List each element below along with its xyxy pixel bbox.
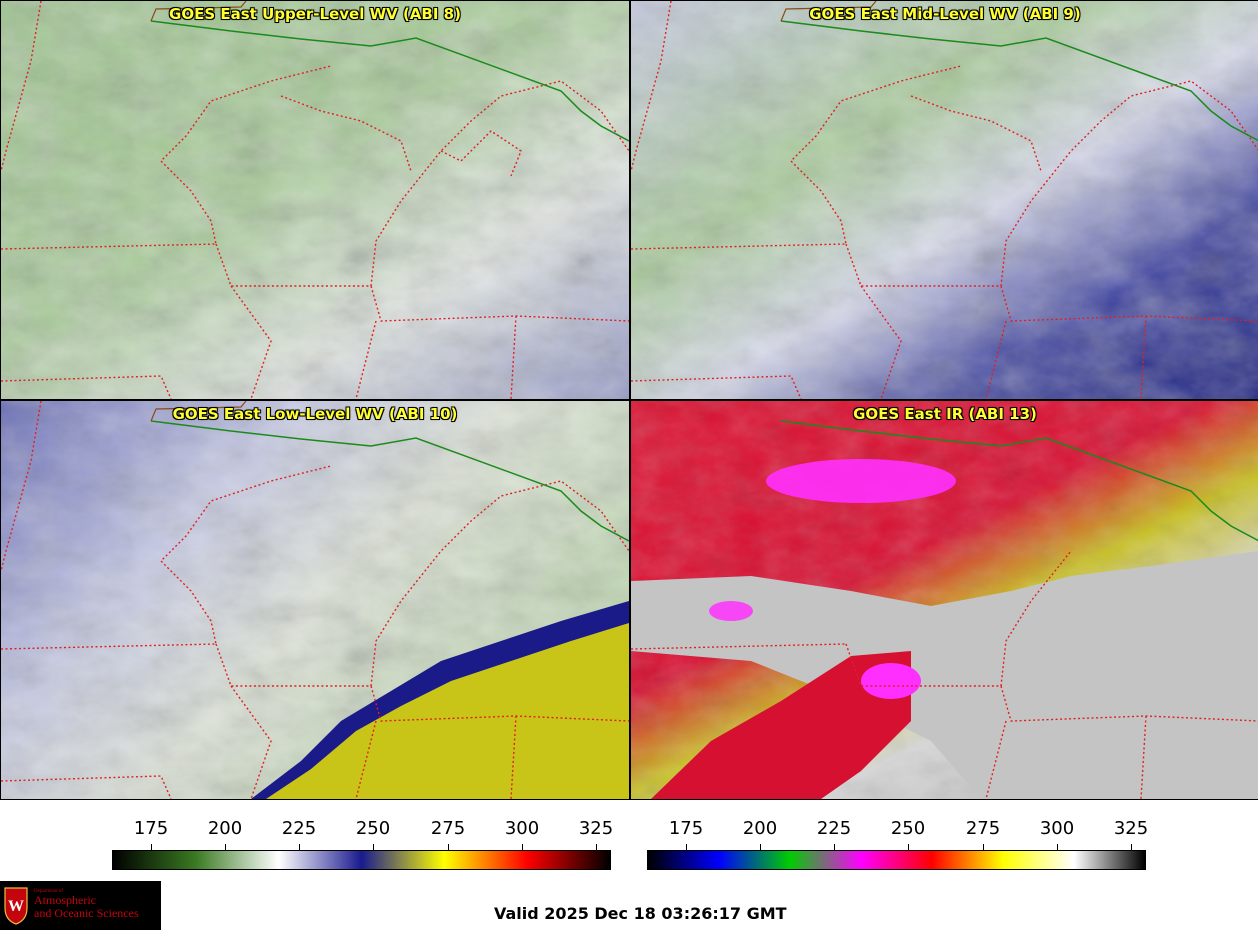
wv-tick-label: 325 (578, 818, 614, 839)
wv-tick-label: 175 (133, 818, 169, 839)
colorbar-tick (596, 844, 597, 850)
panel-upper-level-wv: GOES East Upper-Level WV (ABI 8) (0, 0, 630, 400)
ir-tick-label: 175 (668, 818, 704, 839)
upper-level-wv-title: GOES East Upper-Level WV (ABI 8) (169, 5, 461, 23)
wv-tick-label: 275 (430, 818, 466, 839)
upper-level-wv-image (1, 1, 629, 399)
ir-tick-label: 250 (890, 818, 926, 839)
colorbar-tick (225, 844, 226, 850)
aos-logo: W Department of Atmospheric and Oceanic … (0, 881, 161, 930)
panel-mid-level-wv: GOES East Mid-Level WV (ABI 9) (630, 0, 1258, 400)
ir-title: GOES East IR (ABI 13) (853, 405, 1037, 423)
colorbar-tick (1057, 844, 1058, 850)
wv-tick-label: 250 (355, 818, 391, 839)
wv-tick-label: 225 (281, 818, 317, 839)
ir-tick-label: 300 (1039, 818, 1075, 839)
wv-tick-label: 200 (207, 818, 243, 839)
colorbar-tick (299, 844, 300, 850)
valid-time: Valid 2025 Dec 18 03:26:17 GMT (494, 904, 787, 923)
svg-text:W: W (8, 898, 24, 915)
ir-colorbar (647, 850, 1146, 870)
colorbar-tick (686, 844, 687, 850)
logo-line2: and Oceanic Sciences (34, 905, 139, 920)
logo-line1: Atmospheric (34, 893, 96, 908)
mid-level-wv-image (631, 1, 1258, 399)
wv-scale-labels: 175 200 225 250 275 300 325 (112, 818, 614, 840)
ir-tick-label: 275 (965, 818, 1001, 839)
colorbar-tick (908, 844, 909, 850)
ir-scale-labels: 175 200 225 250 275 300 325 (647, 818, 1149, 840)
colorbar-tick (834, 844, 835, 850)
uw-crest-icon: W (4, 887, 28, 925)
wv-tick-label: 300 (504, 818, 540, 839)
logo-department: Department of (34, 889, 64, 894)
ir-tick-label: 200 (742, 818, 778, 839)
colorbar-tick (373, 844, 374, 850)
low-level-wv-image (1, 401, 629, 799)
ir-tick-label: 325 (1113, 818, 1149, 839)
panel-low-level-wv: GOES East Low-Level WV (ABI 10) (0, 400, 630, 800)
low-level-wv-title: GOES East Low-Level WV (ABI 10) (172, 405, 458, 423)
colorbar-tick (760, 844, 761, 850)
panel-ir: GOES East IR (ABI 13) (630, 400, 1258, 800)
colorbar-tick (522, 844, 523, 850)
ir-image (631, 401, 1258, 799)
colorbar-tick (151, 844, 152, 850)
colorbar-tick (983, 844, 984, 850)
mid-level-wv-title: GOES East Mid-Level WV (ABI 9) (809, 5, 1081, 23)
ir-tick-label: 225 (816, 818, 852, 839)
wv-colorbar (112, 850, 611, 870)
colorbar-tick (448, 844, 449, 850)
colorbar-tick (1131, 844, 1132, 850)
